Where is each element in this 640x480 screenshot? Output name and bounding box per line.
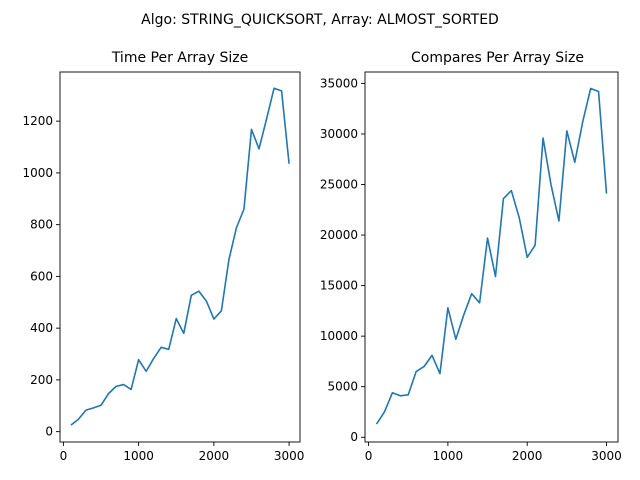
y-tick-label: 400	[30, 321, 53, 335]
figure-suptitle: Algo: STRING_QUICKSORT, Array: ALMOST_SO…	[141, 12, 499, 28]
chart-title: Time Per Array Size	[111, 50, 248, 66]
y-tick-label: 600	[30, 269, 53, 283]
axes-frame	[59, 71, 301, 443]
y-tick-label: 0	[45, 425, 53, 439]
y-tick-label: 1200	[22, 114, 53, 128]
axes-frame	[364, 71, 619, 443]
y-tick-label: 5000	[327, 380, 358, 394]
y-tick-label: 10000	[320, 329, 358, 343]
y-tick-label: 30000	[320, 127, 358, 141]
y-tick-label: 25000	[320, 178, 358, 192]
x-tick-label: 3000	[274, 449, 305, 463]
x-tick-label: 3000	[591, 449, 622, 463]
y-tick-label: 0	[350, 430, 358, 444]
y-tick-label: 20000	[320, 228, 358, 242]
x-tick-label: 0	[60, 449, 68, 463]
series-line	[70, 87, 290, 426]
chart-time-per-array-size: Time Per Array Size 0 1000 2000 3000 0 200 400…	[22, 50, 304, 463]
x-tick-label: 0	[365, 449, 373, 463]
y-tick-label: 15000	[320, 279, 358, 293]
x-tick-label: 1000	[433, 449, 464, 463]
x-tick-label: 2000	[199, 449, 230, 463]
x-tick-label: 1000	[123, 449, 154, 463]
x-tick-label: 2000	[512, 449, 543, 463]
chart-title: Compares Per Array Size	[411, 50, 584, 66]
chart-compares-per-array-size: Compares Per Array Size 0 1000 2000 3000050…	[320, 50, 622, 463]
y-tick-label: 200	[30, 373, 53, 387]
y-tick-label: 800	[30, 218, 53, 232]
series-line	[375, 87, 608, 425]
y-tick-label: 1000	[22, 166, 53, 180]
y-tick-label: 35000	[320, 76, 358, 90]
